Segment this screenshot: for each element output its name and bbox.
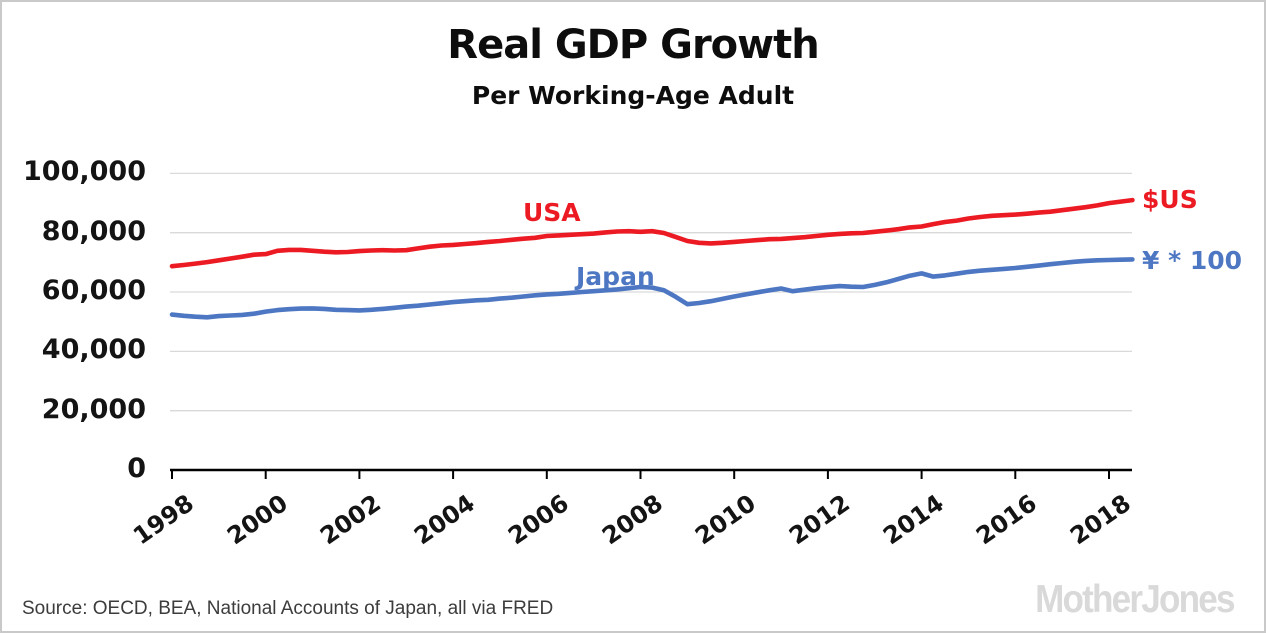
series-line-usa <box>169 197 1135 269</box>
y-axis-tick-label: 60,000 <box>41 275 146 307</box>
series-line-japan <box>169 257 1135 320</box>
chart-subtitle: Per Working-Age Adult <box>471 81 795 110</box>
source-note: Source: OECD, BEA, National Accounts of … <box>22 598 554 619</box>
y-axis-tick-label: 80,000 <box>41 215 146 247</box>
usa-end-label: $US <box>1142 185 1198 214</box>
y-axis-tick-label: 100,000 <box>23 156 146 188</box>
usa-inline-label: USA <box>523 198 581 227</box>
japan-end-label: ¥ * 100 <box>1142 246 1243 275</box>
y-axis-tick-label: 0 <box>127 453 146 484</box>
japan-inline-label: Japan <box>576 262 655 291</box>
y-axis-tick-label: 20,000 <box>41 393 146 425</box>
motherjones-logo: MotherJones <box>1035 578 1235 621</box>
y-axis-tick-label: 40,000 <box>41 334 146 366</box>
chart-title: Real GDP Growth <box>447 22 819 68</box>
